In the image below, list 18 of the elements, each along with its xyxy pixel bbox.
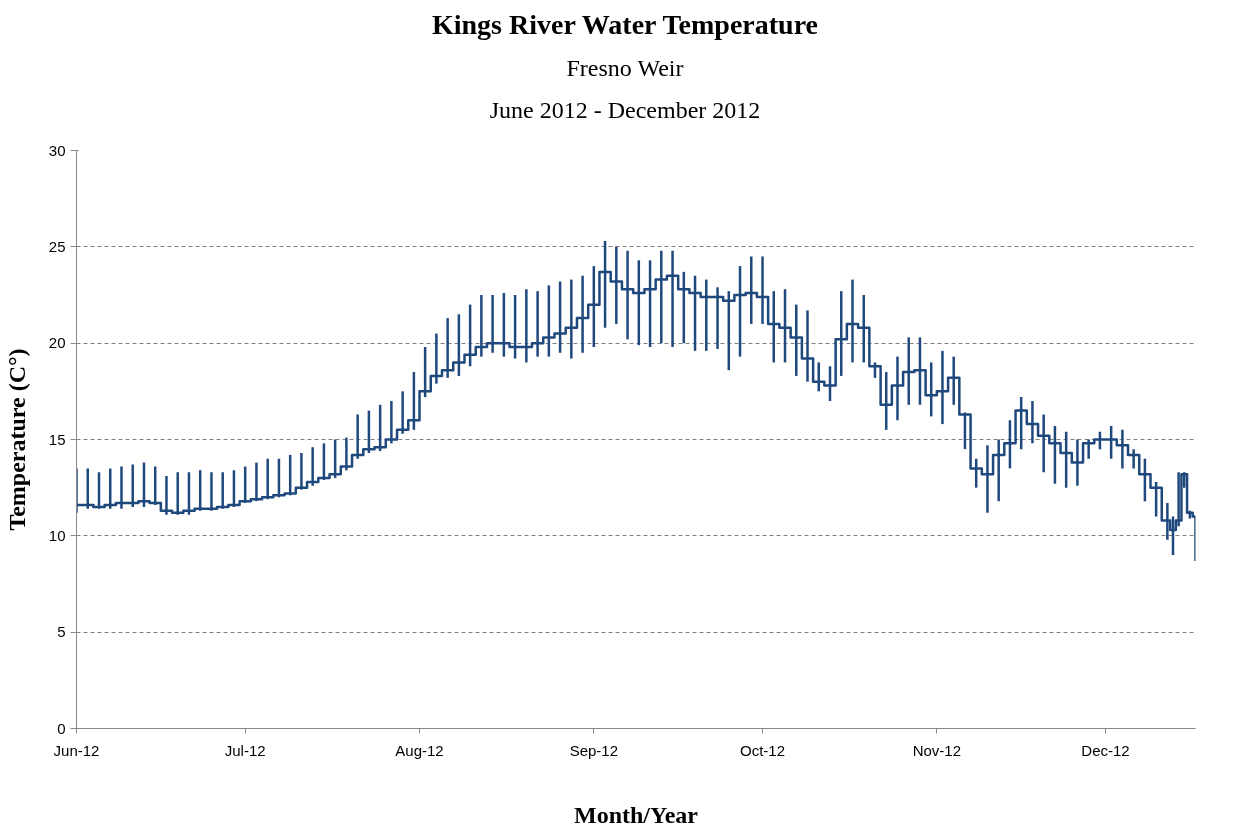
x-axis-title: Month/Year — [574, 801, 699, 828]
x-tick-label: Aug-12 — [395, 741, 444, 759]
chart-title: Kings River Water Temperature — [431, 8, 819, 42]
y-tick-label: 10 — [48, 526, 66, 544]
x-tick-label: Sep-12 — [569, 741, 619, 759]
x-tick-label: Jul-12 — [224, 741, 266, 759]
y-tick-label: 25 — [48, 237, 66, 255]
x-tick-label: Dec-12 — [1081, 741, 1130, 759]
chart-subtitle: Fresno Weir June 2012 - December 2012 — [489, 54, 761, 125]
x-tick-label: Oct-12 — [740, 741, 786, 759]
y-tick-label: 5 — [57, 623, 66, 641]
x-tick-label: Nov-12 — [912, 741, 962, 759]
y-tick-label: 30 — [48, 141, 66, 159]
y-tick-label: 0 — [57, 719, 66, 737]
x-tick-label: Jun-12 — [53, 741, 100, 759]
y-tick-label: 20 — [48, 334, 66, 352]
y-tick-label: 15 — [48, 430, 66, 448]
y-axis-title: Temperature (C°) — [3, 348, 30, 531]
